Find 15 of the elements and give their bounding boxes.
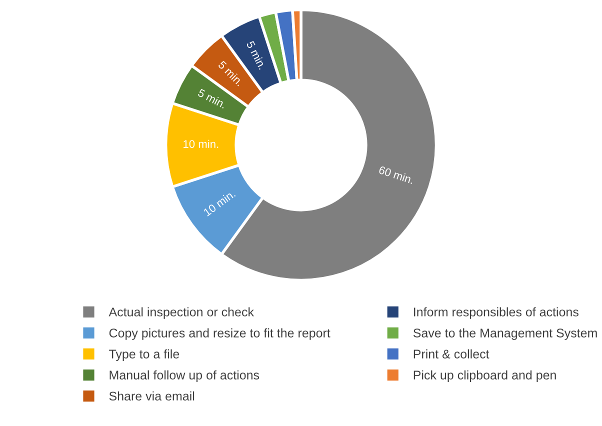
data-label: 5 min. — [246, 40, 267, 70]
legend-label: Actual inspection or check — [108, 307, 254, 319]
legend-label: Manual follow up of actions — [110, 370, 260, 382]
data-label: 10 min. — [202, 190, 236, 216]
data-label: 60 min. — [378, 166, 414, 184]
data-label: 5 min. — [197, 88, 227, 109]
legend-label: Pick up clipboard and pen — [414, 370, 556, 382]
legend-label: Copy pictures and resize to fit the report — [109, 328, 330, 340]
legend-label: Print & collect — [414, 349, 490, 358]
data-label: 5 min. — [218, 60, 244, 86]
legend-label: Save to the Management System — [413, 328, 597, 340]
legend-label: Type to a file — [109, 349, 180, 361]
legend-label: Inform responsibles of actions — [414, 307, 578, 319]
data-label: 10 min. — [184, 140, 218, 148]
legend-label: Share via email — [109, 391, 194, 401]
